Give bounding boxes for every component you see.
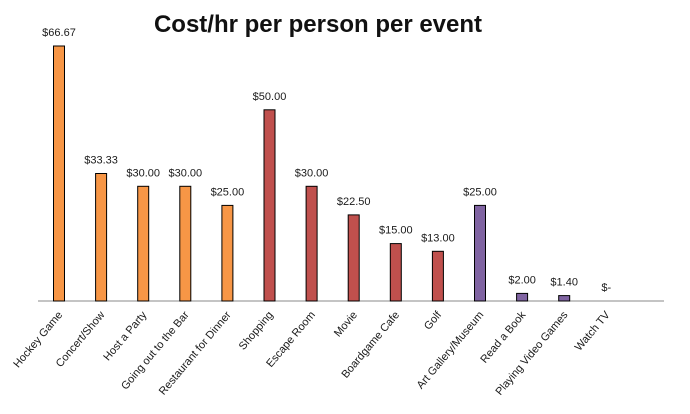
data-label-read-a-book: $2.00 bbox=[508, 274, 536, 286]
category-label-movie: Movie bbox=[332, 309, 360, 339]
bar-shopping bbox=[263, 109, 276, 302]
data-label-going-out-to-the-bar: $30.00 bbox=[168, 167, 202, 179]
chart-title: Cost/hr per person per event bbox=[154, 11, 482, 38]
category-label-playing-video-games: Playing Video Games bbox=[493, 309, 570, 398]
bar-playing-video-games bbox=[558, 295, 571, 302]
data-label-boardgame-cafe: $15.00 bbox=[379, 225, 413, 237]
bar-hockey-game bbox=[53, 45, 65, 302]
bar-art-gallery-museum bbox=[474, 204, 486, 302]
data-label-escape-room: $30.00 bbox=[295, 167, 329, 179]
category-label-host-a-party: Host a Party bbox=[101, 309, 149, 363]
data-label-movie: $22.50 bbox=[337, 196, 371, 208]
data-label-hockey-game: $66.67 bbox=[42, 27, 76, 39]
data-label-host-a-party: $30.00 bbox=[126, 167, 160, 179]
category-label-watch-tv: Watch TV bbox=[573, 309, 613, 354]
category-label-golf: Golf bbox=[422, 309, 445, 333]
bar-concert-show bbox=[95, 173, 108, 302]
bar-host-a-party bbox=[137, 185, 150, 302]
data-label-restaurant-for-dinner: $25.00 bbox=[211, 186, 245, 198]
bar-going-out-to-the-bar bbox=[179, 185, 192, 302]
category-label-restaurant-for-dinner: Restaurant for Dinner bbox=[157, 309, 234, 398]
bars-group bbox=[53, 45, 571, 302]
data-label-playing-video-games: $1.40 bbox=[550, 277, 578, 289]
bar-read-a-book bbox=[516, 292, 529, 302]
bar-golf bbox=[431, 250, 444, 302]
bar-boardgame-cafe bbox=[389, 243, 402, 302]
bar-movie bbox=[347, 214, 360, 302]
data-label-concert-show: $33.33 bbox=[84, 155, 118, 167]
data-label-art-gallery-museum: $25.00 bbox=[463, 186, 497, 198]
data-label-golf: $13.00 bbox=[421, 232, 455, 244]
data-labels-group: $66.67 $33.33 $30.00 $30.00 $25.00 $50.00 $30.… bbox=[42, 27, 611, 294]
data-label-shopping: $50.00 bbox=[253, 91, 287, 103]
bar-restaurant-for-dinner bbox=[221, 204, 234, 302]
data-label-watch-tv: $- bbox=[601, 282, 611, 294]
category-label-shopping: Shopping bbox=[237, 309, 276, 352]
bar-escape-room bbox=[305, 185, 318, 302]
